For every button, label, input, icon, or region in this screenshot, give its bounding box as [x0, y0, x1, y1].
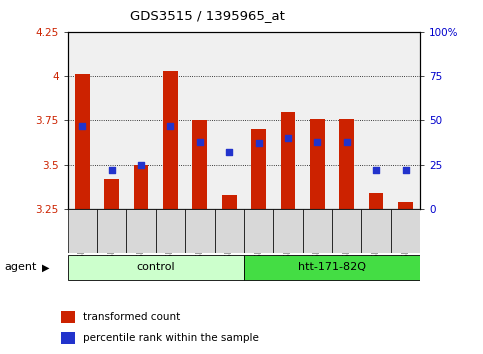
Text: GDS3515 / 1395965_at: GDS3515 / 1395965_at — [130, 9, 285, 22]
Point — [137, 162, 145, 167]
Bar — [156, 209, 185, 253]
Bar — [332, 209, 361, 253]
Point — [226, 149, 233, 155]
Bar — [127, 209, 156, 253]
Bar — [97, 209, 127, 253]
Point — [78, 123, 86, 129]
Bar — [281, 112, 295, 209]
Bar — [134, 165, 148, 209]
Bar — [244, 209, 273, 253]
Bar — [68, 255, 244, 280]
Bar — [75, 74, 90, 209]
Bar — [193, 120, 207, 209]
Point — [284, 135, 292, 141]
Bar — [369, 193, 384, 209]
Bar — [303, 209, 332, 253]
Text: agent: agent — [5, 262, 37, 272]
Bar — [214, 209, 244, 253]
Bar — [244, 255, 420, 280]
Point — [108, 167, 115, 173]
Point — [196, 139, 204, 144]
Bar — [61, 311, 75, 323]
Bar — [398, 202, 413, 209]
Bar — [273, 209, 303, 253]
Bar — [391, 209, 420, 253]
Point — [167, 123, 174, 129]
Text: control: control — [137, 262, 175, 272]
Text: transformed count: transformed count — [83, 312, 181, 322]
Bar — [310, 119, 325, 209]
Bar — [61, 332, 75, 344]
Bar — [361, 209, 391, 253]
Point — [372, 167, 380, 173]
Text: percentile rank within the sample: percentile rank within the sample — [83, 333, 259, 343]
Text: htt-171-82Q: htt-171-82Q — [298, 262, 366, 272]
Bar — [340, 119, 354, 209]
Point — [255, 141, 262, 146]
Point — [313, 139, 321, 144]
Bar — [251, 129, 266, 209]
Bar — [163, 71, 178, 209]
Bar — [222, 195, 237, 209]
Bar — [68, 209, 97, 253]
Point — [402, 167, 410, 173]
Point — [343, 139, 351, 144]
Bar — [185, 209, 214, 253]
Text: ▶: ▶ — [42, 262, 50, 272]
Bar — [104, 179, 119, 209]
